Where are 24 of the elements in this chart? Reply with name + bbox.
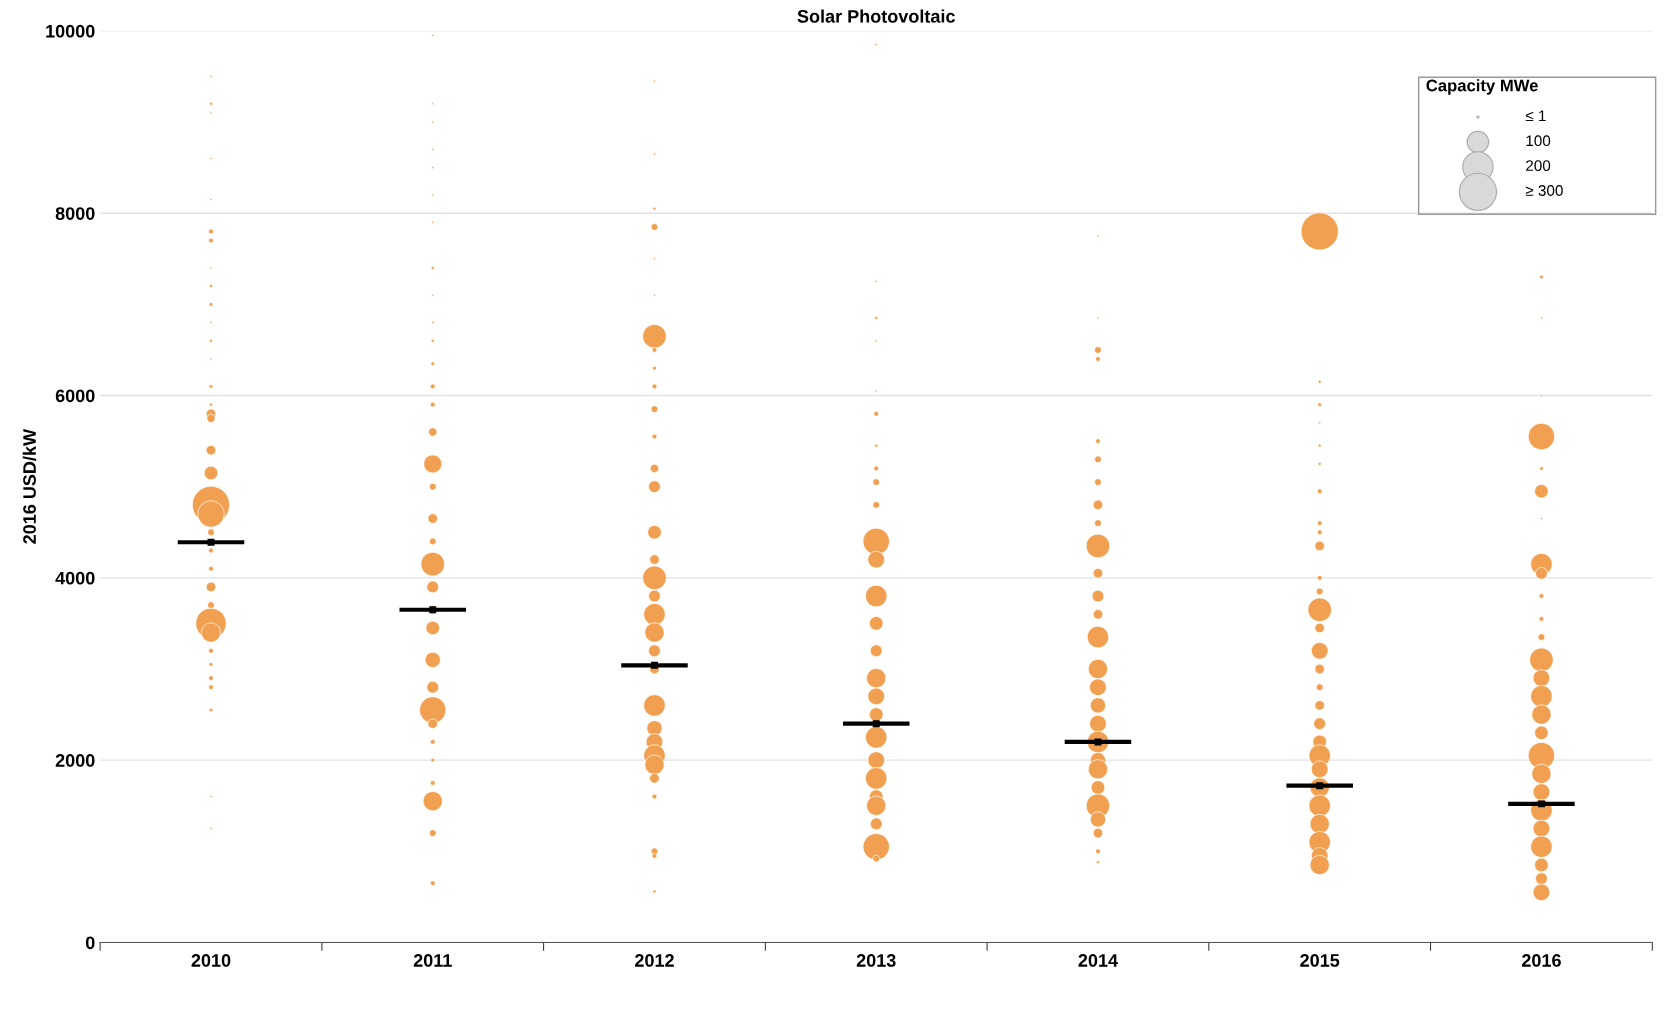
y-axis-title: 2016 USD/kW [22,428,37,544]
y-tick-label: 8000 [55,207,95,220]
x-tick-label: 2013 [856,954,896,967]
y-tick-label: 4000 [55,571,95,585]
legend-title: Capacity MWe [1426,79,1538,95]
x-tick-label: 2014 [1078,954,1118,967]
x-tick-label: 2016 [1521,954,1561,967]
point [207,538,215,546]
y-tick-label: 6000 [55,389,95,403]
x-tick-label: 2012 [635,954,674,967]
legend-label: 100 [1526,135,1551,147]
y-tick-label: 2000 [55,754,95,767]
point [1537,800,1545,808]
point [651,661,658,669]
chart-title: Solar Photovoltaic [797,9,955,23]
legend-label: ≤ 1 [1525,110,1546,122]
y-tick-label: 10000 [46,24,95,38]
point [872,720,880,728]
x-tick-label: 2011 [413,954,452,967]
y-tick-label: 0 [85,936,95,950]
legend-label: ≥ 300 [1525,185,1563,196]
x-tick-label: 2010 [191,954,231,967]
legend-label: 200 [1526,160,1551,172]
x-tick-label: 2015 [1300,954,1340,967]
